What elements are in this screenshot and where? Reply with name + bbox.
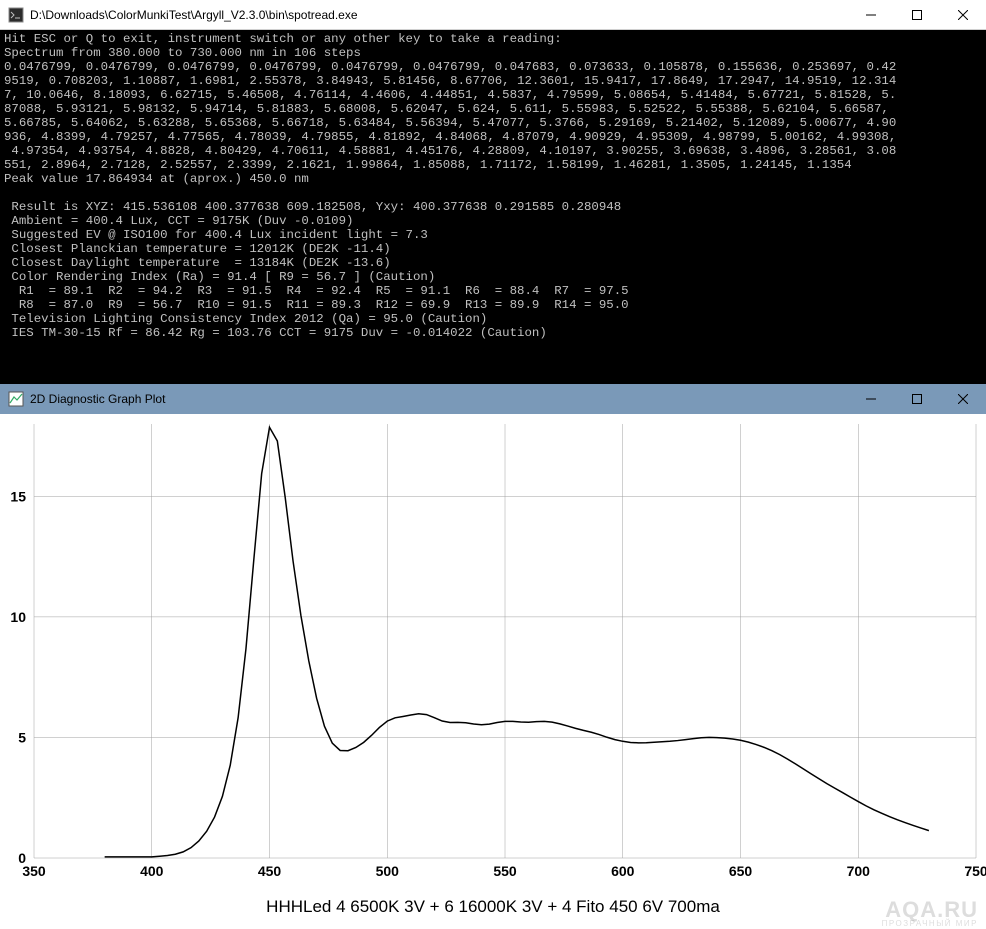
close-icon: [958, 394, 968, 404]
window-controls: [848, 0, 986, 29]
window-controls: [848, 384, 986, 414]
maximize-button[interactable]: [894, 0, 940, 29]
svg-text:10: 10: [10, 609, 26, 625]
svg-text:650: 650: [729, 863, 753, 879]
minimize-button[interactable]: [848, 384, 894, 414]
svg-text:450: 450: [258, 863, 282, 879]
console-title: D:\Downloads\ColorMunkiTest\Argyll_V2.3.…: [30, 8, 848, 22]
graph-plot-area: 350400450500550600650700750051015: [0, 414, 986, 884]
graph-titlebar[interactable]: 2D Diagnostic Graph Plot: [0, 384, 986, 414]
minimize-icon: [866, 10, 876, 20]
svg-text:700: 700: [847, 863, 871, 879]
app-icon: [8, 391, 24, 407]
maximize-icon: [912, 10, 922, 20]
svg-text:5: 5: [18, 729, 26, 745]
caption-row: HHHLed 4 6500K 3V + 6 16000K 3V + 4 Fito…: [0, 884, 986, 929]
minimize-icon: [866, 394, 876, 404]
watermark: AQA.RU ПРОЗРАЧНЫЙ МИР: [882, 900, 978, 927]
svg-text:400: 400: [140, 863, 164, 879]
maximize-icon: [912, 394, 922, 404]
spectrum-chart: 350400450500550600650700750051015: [0, 414, 986, 884]
graph-window: 2D Diagnostic Graph Plot 350400450500550…: [0, 384, 986, 884]
svg-text:500: 500: [376, 863, 400, 879]
console-output[interactable]: Hit ESC or Q to exit, instrument switch …: [0, 30, 986, 384]
svg-text:550: 550: [493, 863, 517, 879]
svg-text:0: 0: [18, 850, 26, 866]
console-titlebar[interactable]: D:\Downloads\ColorMunkiTest\Argyll_V2.3.…: [0, 0, 986, 30]
caption-text: HHHLed 4 6500K 3V + 6 16000K 3V + 4 Fito…: [266, 897, 720, 917]
svg-text:750: 750: [964, 863, 986, 879]
maximize-button[interactable]: [894, 384, 940, 414]
svg-text:15: 15: [10, 488, 26, 504]
console-window: D:\Downloads\ColorMunkiTest\Argyll_V2.3.…: [0, 0, 986, 384]
close-icon: [958, 10, 968, 20]
graph-title: 2D Diagnostic Graph Plot: [30, 392, 848, 406]
minimize-button[interactable]: [848, 0, 894, 29]
close-button[interactable]: [940, 0, 986, 29]
close-button[interactable]: [940, 384, 986, 414]
app-icon: [8, 7, 24, 23]
svg-text:600: 600: [611, 863, 635, 879]
